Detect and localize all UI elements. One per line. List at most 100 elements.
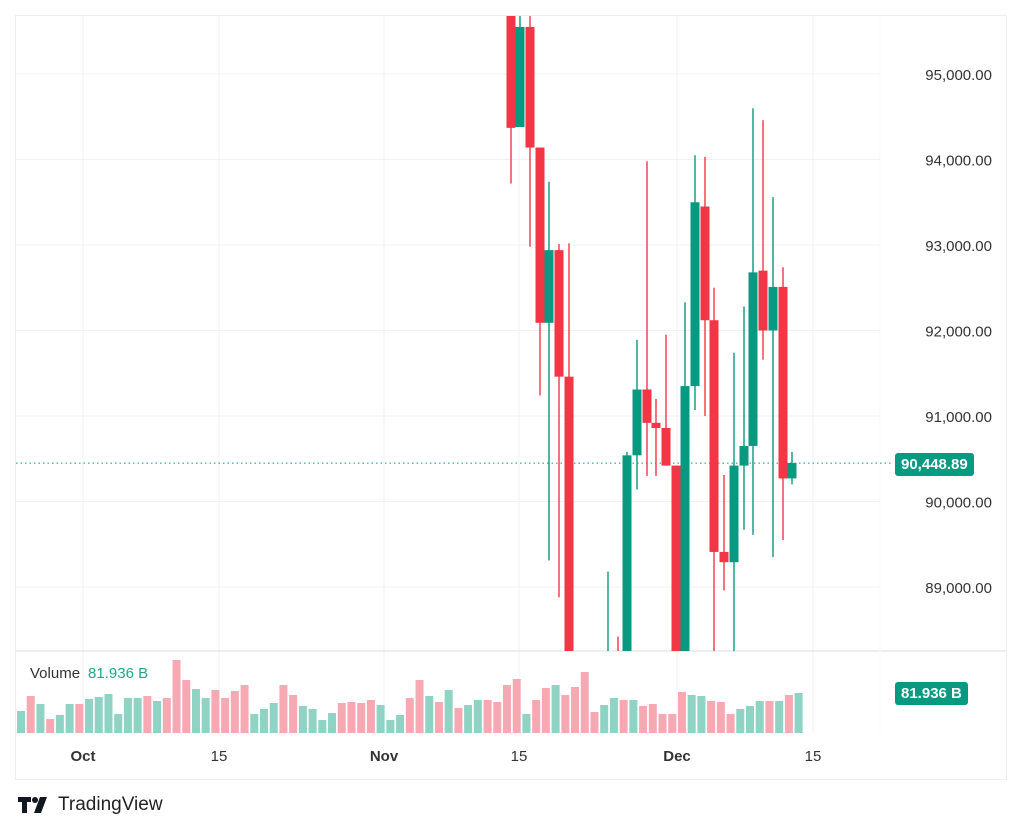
volume-value: 81.936 B [88,665,149,682]
volume-bar [337,703,346,733]
volume-bar [765,701,774,733]
price-tick-label: 91,000.00 [925,409,992,426]
volume-bar [687,695,696,733]
candle-body [632,389,642,456]
volume-bar [405,698,414,733]
volume-bar [162,698,171,733]
price-tick-label: 92,000.00 [925,324,992,341]
volume-bar [444,690,453,733]
candle-body [564,376,574,651]
volume-bar [512,679,521,733]
volume-bar [114,714,123,733]
volume-bar [532,700,541,733]
volume-bar [123,698,132,733]
price-tick-label: 89,000.00 [925,580,992,597]
time-tick-label: 15 [805,748,822,765]
price-tick-label: 94,000.00 [925,153,992,170]
candle-body [739,445,749,466]
candle-body [544,250,554,323]
volume-bar [658,714,667,733]
candle-body [622,455,632,651]
candle-body [515,26,525,128]
volume-bar [55,715,64,733]
brand-name: TradingView [58,794,163,815]
candles [506,16,797,651]
volume-bar [182,680,191,733]
volume-legend: Volume 81.936 B [30,665,148,682]
time-tick-label: Dec [663,748,691,765]
volume-bar [133,698,142,733]
volume-bar [697,696,706,733]
volume-bar [318,720,327,733]
volume-bar [75,704,84,733]
volume-bar [454,708,463,733]
volume-bar [240,685,249,733]
volume-bar [191,689,200,733]
volume-bar [201,698,210,733]
price-tick-label: 93,000.00 [925,238,992,255]
volume-bar [434,702,443,733]
volume-bar [289,695,298,733]
volume-bar [104,694,113,733]
volume-bar [172,660,181,733]
time-tick-label: Oct [70,748,95,765]
volume-bar [308,709,317,733]
volume-bar [357,703,366,733]
candle-body [787,463,797,479]
volume-bar [775,701,784,733]
candle-body [651,422,661,428]
candle-body [709,320,719,552]
volume-bar [425,696,434,733]
volume-bar [347,702,356,733]
volume-bar [46,719,55,733]
volume-bar [415,680,424,733]
volume-bar [143,696,152,733]
volume-bar [221,698,230,733]
volume-bar [677,692,686,733]
volume-bar [396,715,405,733]
volume-bar [85,699,94,733]
volume-bar [503,685,511,733]
volume-bar [522,714,531,733]
volume-bar [211,690,220,733]
volume-bar [648,704,657,733]
volume-bar [580,672,589,733]
volume-bar [746,706,754,733]
volume-bar [561,695,570,733]
volume-bar [366,700,375,733]
volume-badge: 81.936 B [895,682,968,705]
candle-body [506,16,516,128]
time-tick-label: 15 [511,748,528,765]
candle-body [642,389,652,423]
volume-bar [571,687,580,733]
volume-bar [279,685,288,733]
tradingview-brand[interactable]: TradingView [18,794,163,816]
volume-label: Volume [30,665,81,682]
candle-body [535,147,545,323]
volume-bar [726,714,735,733]
candle-body [671,465,681,651]
candle-body [554,250,564,377]
time-tick-label: Nov [370,748,399,765]
volume-bar [250,714,259,733]
volume-bar [707,701,716,733]
candle-body [748,272,758,446]
candle-body [680,386,690,651]
price-tick-label: 95,000.00 [925,67,992,84]
volume-bar [716,702,725,733]
volume-bar [590,712,599,733]
candle-body [690,202,700,387]
volume-bar [269,703,278,733]
volume-bar [736,709,745,733]
volume-bar [639,706,648,733]
volume-bar [493,702,502,733]
volume-bar [36,704,45,733]
candle-body [719,551,729,563]
volume-bar [600,705,609,733]
price-tick-label: 90,000.00 [925,495,992,512]
volume-bar [386,720,395,733]
volume-bar [668,714,677,733]
volume-bar [17,711,25,733]
volume-bar [755,701,764,733]
